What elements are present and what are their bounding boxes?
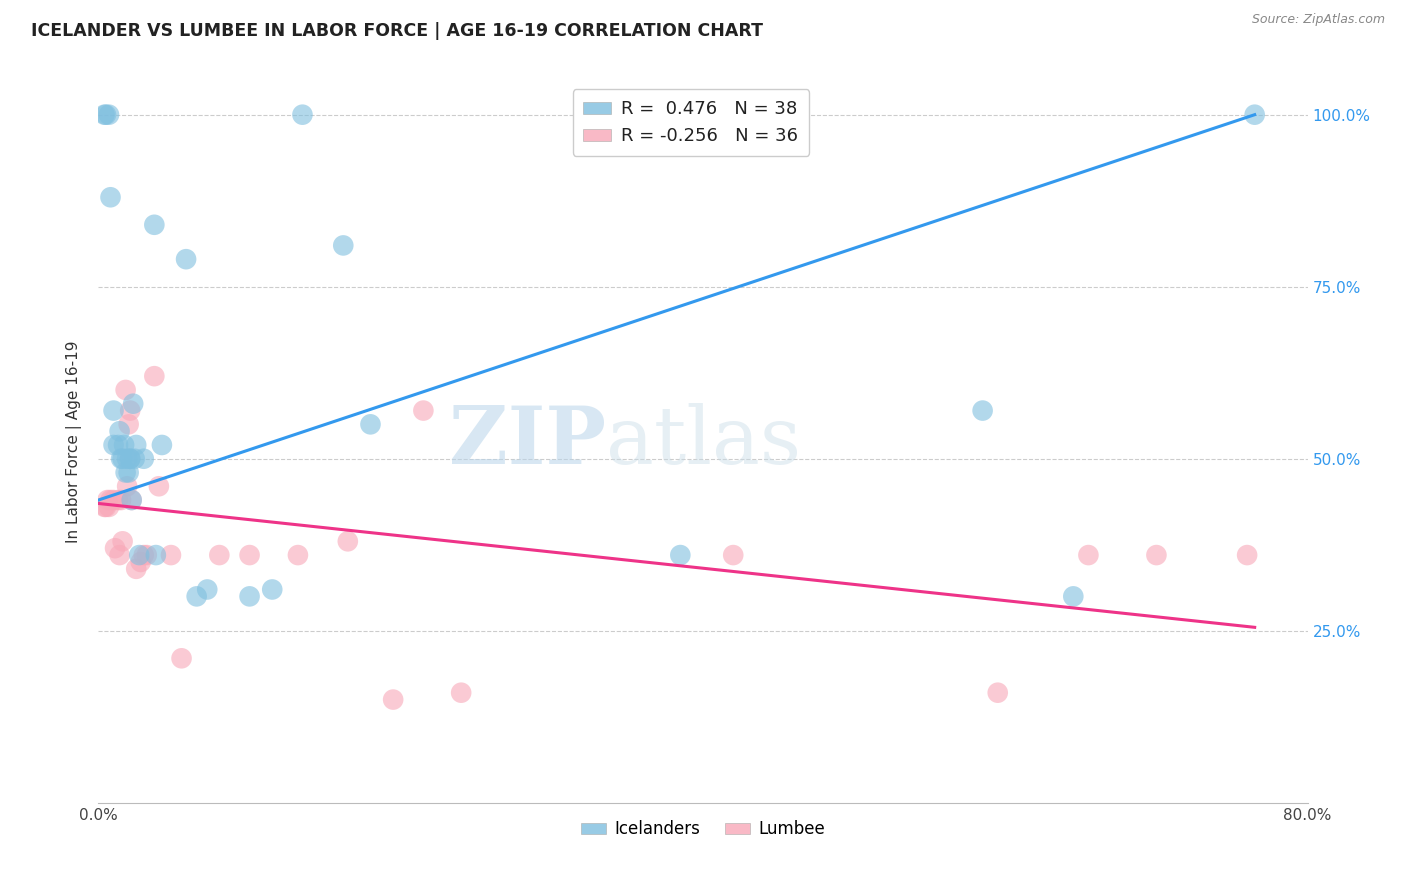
Point	[412, 403, 434, 417]
Point	[685, 108, 707, 122]
Point	[987, 686, 1010, 700]
Point	[450, 686, 472, 700]
Point	[1144, 548, 1167, 562]
Point	[110, 451, 132, 466]
Point	[972, 403, 994, 417]
Point	[115, 451, 138, 466]
Point	[360, 417, 382, 432]
Point	[1077, 548, 1099, 562]
Point	[186, 590, 208, 604]
Point	[132, 548, 155, 562]
Point	[1236, 548, 1258, 562]
Point	[94, 108, 117, 122]
Point	[93, 500, 115, 514]
Point	[112, 438, 135, 452]
Point	[108, 548, 131, 562]
Point	[121, 493, 143, 508]
Point	[160, 548, 183, 562]
Point	[103, 403, 125, 417]
Point	[145, 548, 167, 562]
Point	[98, 500, 121, 514]
Point	[291, 108, 314, 122]
Point	[287, 548, 309, 562]
Point	[150, 438, 173, 452]
Point	[111, 451, 134, 466]
Point	[143, 218, 166, 232]
Point	[239, 548, 262, 562]
Point	[135, 548, 157, 562]
Y-axis label: In Labor Force | Age 16-19: In Labor Force | Age 16-19	[66, 340, 83, 543]
Point	[1062, 590, 1084, 604]
Point	[143, 369, 166, 384]
Point	[100, 190, 122, 204]
Point	[103, 493, 125, 508]
Point	[128, 548, 150, 562]
Point	[723, 548, 745, 562]
Point	[124, 451, 146, 466]
Point	[100, 493, 122, 508]
Point	[103, 438, 125, 452]
Point	[332, 238, 354, 252]
Point	[336, 534, 359, 549]
Point	[118, 466, 141, 480]
Point	[195, 582, 218, 597]
Point	[111, 534, 134, 549]
Text: ZIP: ZIP	[450, 402, 606, 481]
Point	[118, 417, 141, 432]
Point	[120, 451, 142, 466]
Point	[208, 548, 231, 562]
Point	[98, 108, 121, 122]
Text: Source: ZipAtlas.com: Source: ZipAtlas.com	[1251, 13, 1385, 27]
Point	[107, 493, 129, 508]
Point	[148, 479, 170, 493]
Point	[104, 541, 127, 556]
Point	[382, 692, 405, 706]
Point	[114, 383, 136, 397]
Point	[93, 108, 115, 122]
Point	[239, 590, 262, 604]
Point	[94, 500, 117, 514]
Point	[110, 493, 132, 508]
Point	[125, 562, 148, 576]
Point	[170, 651, 193, 665]
Point	[120, 403, 142, 417]
Point	[262, 582, 284, 597]
Text: atlas: atlas	[606, 402, 801, 481]
Point	[120, 451, 142, 466]
Point	[174, 252, 197, 267]
Point	[129, 555, 152, 569]
Point	[132, 451, 155, 466]
Point	[669, 548, 692, 562]
Text: ICELANDER VS LUMBEE IN LABOR FORCE | AGE 16-19 CORRELATION CHART: ICELANDER VS LUMBEE IN LABOR FORCE | AGE…	[31, 22, 763, 40]
Legend: Icelanders, Lumbee: Icelanders, Lumbee	[574, 814, 832, 845]
Point	[1243, 108, 1265, 122]
Point	[122, 397, 145, 411]
Point	[114, 466, 136, 480]
Point	[107, 438, 129, 452]
Point	[115, 479, 138, 493]
Point	[125, 438, 148, 452]
Point	[108, 424, 131, 438]
Point	[96, 493, 118, 508]
Point	[121, 493, 143, 508]
